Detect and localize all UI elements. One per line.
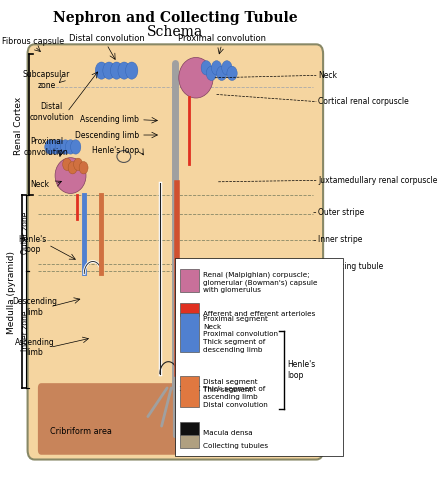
Circle shape <box>206 66 216 81</box>
Text: Henle's
loop: Henle's loop <box>287 360 315 380</box>
Bar <box>180 435 199 448</box>
Circle shape <box>221 60 232 75</box>
Text: Descending
limb: Descending limb <box>12 297 57 316</box>
Text: Distal convolution: Distal convolution <box>69 35 144 43</box>
Text: Ascending
limb: Ascending limb <box>14 337 54 357</box>
Text: Proximal convolution: Proximal convolution <box>202 332 277 337</box>
Text: Proximal segment: Proximal segment <box>202 316 267 322</box>
Text: Outer stripe: Outer stripe <box>317 208 364 217</box>
Text: Neck: Neck <box>317 71 336 80</box>
Text: Thick segment of: Thick segment of <box>202 339 265 345</box>
Text: Thick segment of: Thick segment of <box>202 386 265 392</box>
Text: Henle's loop: Henle's loop <box>92 146 139 155</box>
Text: Proximal
convolution: Proximal convolution <box>24 137 69 156</box>
Text: Henle's
loop: Henle's loop <box>18 235 47 254</box>
Text: Descending limb: Descending limb <box>75 131 139 140</box>
Text: Subcapsular
zone: Subcapsular zone <box>23 71 70 90</box>
Bar <box>180 269 199 292</box>
Text: descending limb: descending limb <box>202 347 262 353</box>
Text: Neck: Neck <box>202 324 221 330</box>
Text: ascending limb: ascending limb <box>202 394 257 400</box>
Text: Cortical renal corpuscle: Cortical renal corpuscle <box>317 97 408 106</box>
FancyBboxPatch shape <box>38 383 312 455</box>
Text: Inner stripe: Inner stripe <box>317 236 361 244</box>
Text: Nephron and Collecting Tubule: Nephron and Collecting Tubule <box>53 11 297 25</box>
Circle shape <box>55 140 65 154</box>
Ellipse shape <box>178 58 213 98</box>
Text: Collecting tubules: Collecting tubules <box>202 443 267 449</box>
Circle shape <box>63 158 71 170</box>
Circle shape <box>226 66 237 81</box>
Circle shape <box>50 140 60 154</box>
Circle shape <box>110 62 123 79</box>
Circle shape <box>201 60 211 75</box>
Circle shape <box>211 60 221 75</box>
Text: Thin segment: Thin segment <box>202 387 252 393</box>
Bar <box>180 302 199 316</box>
Text: Renal Cortex: Renal Cortex <box>14 96 24 155</box>
Text: Schema: Schema <box>147 25 203 39</box>
Text: glomerular (Bowman's) capsule: glomerular (Bowman's) capsule <box>202 279 317 286</box>
Ellipse shape <box>55 157 86 193</box>
Text: Macula densa: Macula densa <box>202 430 252 436</box>
Circle shape <box>71 140 81 154</box>
Circle shape <box>125 62 138 79</box>
Text: Renal (Malpighian) corpuscle;: Renal (Malpighian) corpuscle; <box>202 272 309 278</box>
Circle shape <box>68 161 77 174</box>
Circle shape <box>65 140 75 154</box>
Bar <box>180 376 199 407</box>
Bar <box>180 422 199 435</box>
Circle shape <box>60 140 71 154</box>
Text: Medulla (pyramid): Medulla (pyramid) <box>7 251 16 334</box>
Bar <box>180 313 199 352</box>
Circle shape <box>45 140 55 154</box>
Text: Afferent and efferent arterioles: Afferent and efferent arterioles <box>202 311 314 317</box>
Text: Distal segment: Distal segment <box>202 379 257 385</box>
Text: with glomerulus: with glomerulus <box>202 287 260 293</box>
Text: Distal convolution: Distal convolution <box>202 402 267 408</box>
Circle shape <box>95 62 107 79</box>
Text: Fibrous capsule: Fibrous capsule <box>2 37 64 46</box>
Circle shape <box>216 66 226 81</box>
Circle shape <box>118 62 130 79</box>
Text: Juxtamedullary renal corpuscle: Juxtamedullary renal corpuscle <box>317 176 436 185</box>
Circle shape <box>79 161 88 174</box>
Text: Ascending limb: Ascending limb <box>80 115 139 124</box>
FancyBboxPatch shape <box>28 44 322 459</box>
Text: Outer zone: Outer zone <box>21 212 30 254</box>
Text: Cribriform area: Cribriform area <box>50 427 112 436</box>
Text: Proximal convolution: Proximal convolution <box>177 35 265 43</box>
Text: Collecting tubule: Collecting tubule <box>317 262 382 271</box>
Circle shape <box>102 62 115 79</box>
Text: Distal
convolution: Distal convolution <box>29 102 74 122</box>
Text: Inner zone: Inner zone <box>21 311 30 351</box>
Text: Neck: Neck <box>30 180 49 189</box>
Circle shape <box>74 158 82 170</box>
FancyBboxPatch shape <box>175 258 342 456</box>
